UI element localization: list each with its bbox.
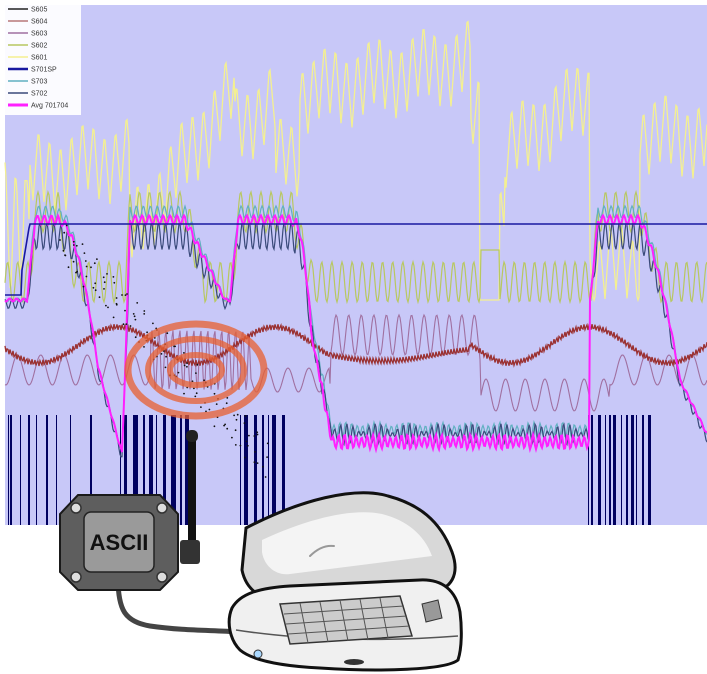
- device-label: ASCII: [90, 530, 149, 555]
- legend-label: S701SP: [31, 67, 57, 74]
- legend-label: Avg 701704: [31, 103, 68, 110]
- device-cable: [115, 575, 241, 635]
- device-label-plate: [83, 511, 155, 573]
- legend-label: S703: [31, 79, 47, 86]
- scatter-dots: [59, 224, 269, 478]
- trace-s701sp: [5, 223, 707, 296]
- legend-label: S604: [31, 19, 47, 26]
- trend-plot: S605 S604 S603 S602 S601 S701SP S703 S702 Avg 70…: [4, 5, 707, 525]
- ascii-wireless-device: ASCII: [59, 430, 200, 591]
- antenna: [188, 434, 196, 552]
- trace-avg-701704: [4, 213, 707, 454]
- legend: S605 S604 S603 S602 S601 S701SP S703 S702 Avg 70…: [5, 5, 81, 115]
- event-bars: [8, 415, 651, 525]
- target-rings: [124, 320, 268, 420]
- trace-s601: [4, 20, 707, 303]
- legend-label: S605: [31, 7, 47, 14]
- legend-label: S601: [31, 55, 47, 62]
- legend-label: S702: [31, 91, 47, 98]
- legend-label: S603: [31, 31, 47, 38]
- laptop-icon: [227, 491, 463, 672]
- legend-label: S602: [31, 43, 47, 50]
